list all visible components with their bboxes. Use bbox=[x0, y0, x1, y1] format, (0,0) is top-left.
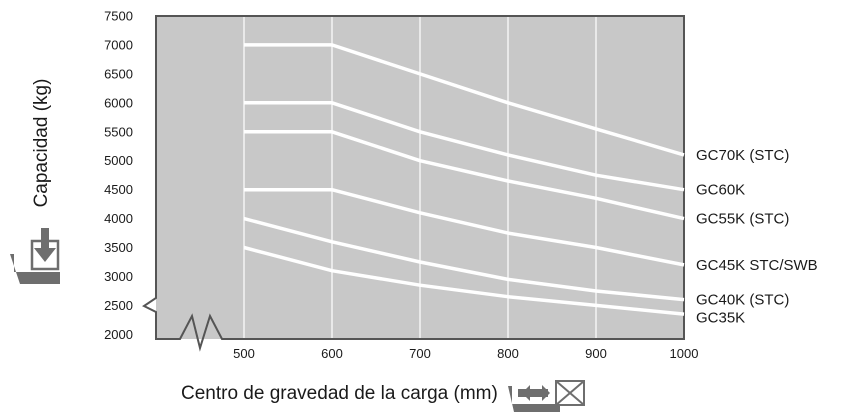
y-tick-label: 2500 bbox=[104, 298, 133, 313]
y-tick-label: 7500 bbox=[104, 9, 133, 24]
x-tick-label: 600 bbox=[321, 346, 343, 361]
series-labels: GC70K (STC) GC60K GC55K (STC) GC45K STC/SWB… bbox=[696, 147, 818, 327]
series-line-1 bbox=[244, 101, 685, 192]
series-line-0 bbox=[244, 43, 685, 157]
series-label-1: GC60K bbox=[696, 182, 745, 199]
series-label-0: GC70K (STC) bbox=[696, 147, 789, 164]
load-down-arrow-icon bbox=[10, 228, 60, 284]
x-tick-label: 900 bbox=[585, 346, 607, 361]
y-tick-label: 6000 bbox=[104, 95, 133, 110]
y-tick-label: 6500 bbox=[104, 66, 133, 81]
y-tick-label: 4500 bbox=[104, 182, 133, 197]
y-tick-label: 3500 bbox=[104, 240, 133, 255]
x-tick-labels: 500 600 700 800 900 1000 bbox=[233, 346, 698, 361]
y-tick-label: 3000 bbox=[104, 269, 133, 284]
series-line-2 bbox=[244, 130, 685, 221]
series-lines bbox=[243, 43, 685, 316]
y-tick-label: 2000 bbox=[104, 327, 133, 342]
series-label-4: GC40K (STC) bbox=[696, 292, 789, 309]
x-axis-title: Centro de gravedad de la carga (mm) bbox=[181, 383, 498, 404]
x-tick-label: 800 bbox=[497, 346, 519, 361]
y-tick-labels: 2000 2500 3000 3500 4000 4500 5000 5500 6000 6500… bbox=[104, 9, 133, 342]
y-tick-label: 7000 bbox=[104, 37, 133, 52]
series-label-2: GC55K (STC) bbox=[696, 211, 789, 228]
x-tick-label: 700 bbox=[409, 346, 431, 361]
plot-frame bbox=[142, 15, 685, 352]
x-tick-label: 1000 bbox=[670, 346, 699, 361]
series-label-3: GC45K STC/SWB bbox=[696, 257, 818, 274]
series-label-5: GC35K bbox=[696, 310, 745, 327]
x-tick-label: 500 bbox=[233, 346, 255, 361]
load-center-arrow-icon bbox=[508, 380, 585, 412]
y-axis-title: Capacidad (kg) bbox=[31, 79, 52, 208]
series-line-3 bbox=[244, 187, 685, 267]
y-tick-label: 4000 bbox=[104, 211, 133, 226]
y-tick-label: 5000 bbox=[104, 153, 133, 168]
series-line-4 bbox=[243, 216, 685, 302]
series-line-5 bbox=[243, 245, 685, 316]
y-tick-label: 5500 bbox=[104, 124, 133, 139]
